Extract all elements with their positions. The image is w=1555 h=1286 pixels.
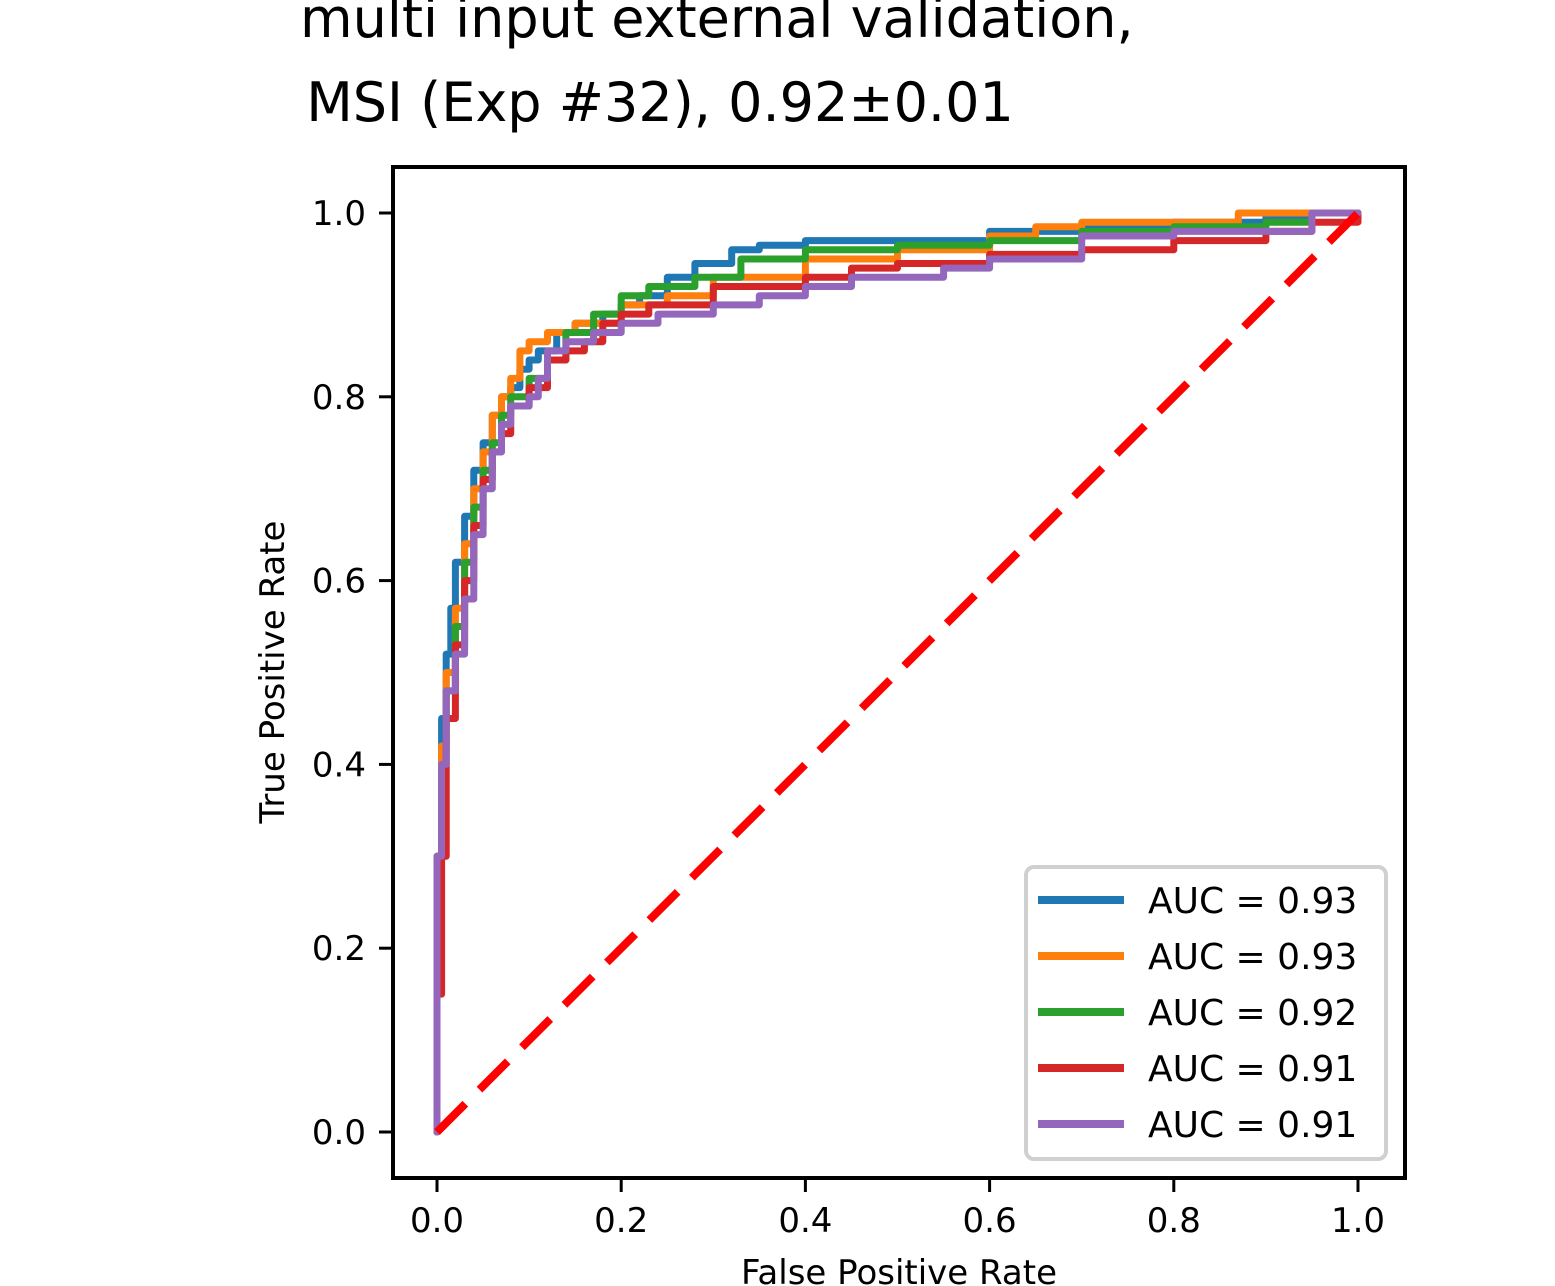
reference-layer (434, 210, 1361, 1135)
x-tick-label: 0.0 (410, 1201, 464, 1241)
y-tick-label: 0.0 (312, 1113, 366, 1153)
legend-label-2: AUC = 0.93 (1148, 937, 1357, 978)
roc-curve-5 (433, 209, 1362, 1136)
legend-label-3: AUC = 0.92 (1148, 993, 1357, 1034)
x-ticks: 0.0 0.2 0.4 0.6 0.8 1.0 (410, 1178, 1385, 1241)
y-axis-label: True Positive Rate (253, 521, 293, 825)
legend-label-4: AUC = 0.91 (1148, 1049, 1357, 1090)
legend-label-1: AUC = 0.93 (1148, 881, 1357, 922)
y-tick-label: 0.8 (312, 378, 366, 418)
y-tick-label: 1.0 (312, 194, 366, 234)
x-tick-label: 0.4 (778, 1201, 832, 1241)
x-tick-label: 0.2 (594, 1201, 648, 1241)
x-tick-label: 0.8 (1147, 1201, 1201, 1241)
x-tick-label: 0.6 (963, 1201, 1017, 1241)
y-tick-label: 0.2 (312, 929, 366, 969)
y-ticks: 0.0 0.2 0.4 0.6 0.8 1.0 (312, 194, 393, 1153)
y-tick-label: 0.4 (312, 745, 366, 785)
legend: AUC = 0.93 AUC = 0.93 AUC = 0.92 AUC = 0.91… (1024, 865, 1388, 1161)
y-tick-label: 0.6 (312, 562, 366, 602)
chance-diagonal-line (434, 210, 1361, 1135)
legend-label-5: AUC = 0.91 (1148, 1105, 1357, 1146)
chart-title-line-1: multi input external validation, (300, 0, 1134, 50)
chart-title-line-2: MSI (Exp #32), 0.92±0.01 (306, 71, 1014, 134)
series-layer (433, 209, 1362, 1136)
axes-frame (391, 165, 1407, 1180)
legend-box (1024, 865, 1388, 1161)
x-tick-label: 1.0 (1331, 1201, 1385, 1241)
x-axis-label: False Positive Rate (741, 1253, 1057, 1286)
